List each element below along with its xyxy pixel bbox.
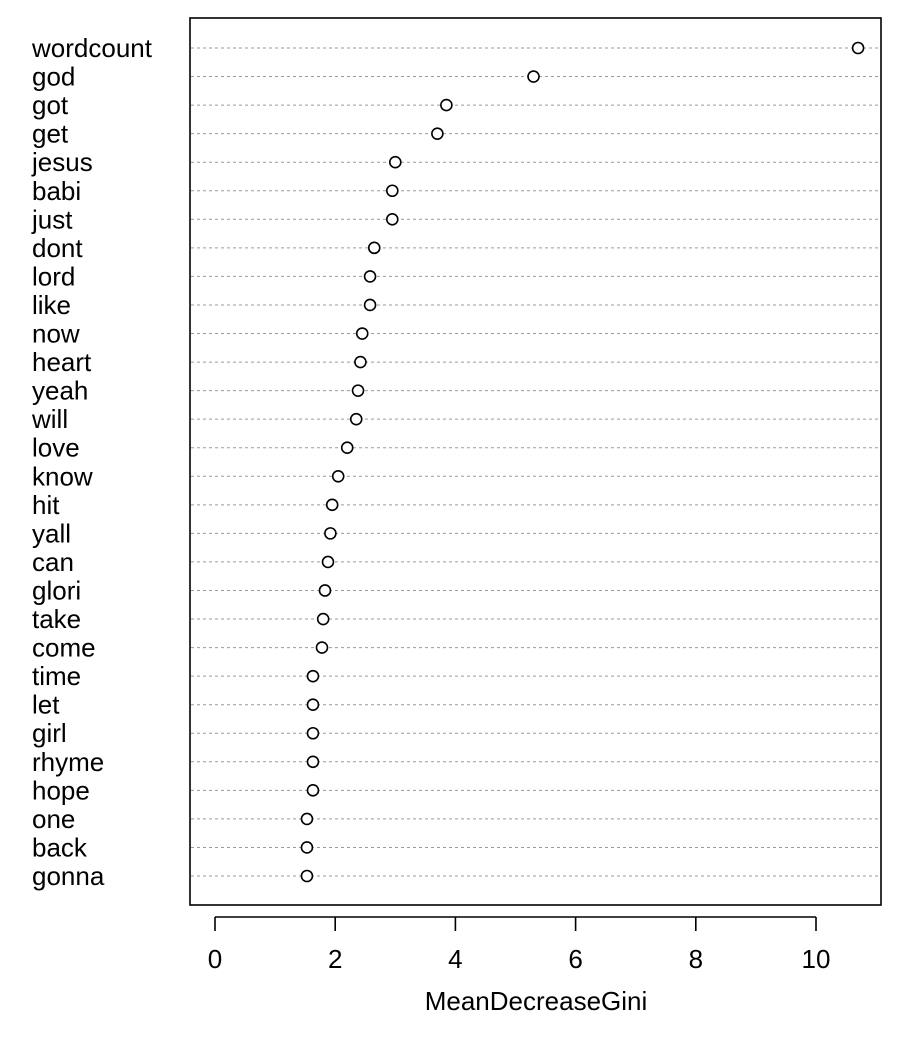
y-label-dont: dont — [32, 233, 83, 263]
plot-frame — [189, 17, 882, 906]
y-label-babi: babi — [32, 176, 81, 206]
data-point-jesus — [388, 155, 402, 169]
data-point-got — [440, 98, 453, 112]
y-label-glori: glori — [32, 575, 81, 605]
data-point-wordcount — [851, 41, 865, 55]
data-point-yeah — [351, 384, 365, 397]
data-point-rhyme — [306, 755, 320, 769]
data-point-let — [306, 698, 320, 711]
y-label-wordcount: wordcount — [31, 33, 153, 63]
data-point-like — [363, 298, 377, 312]
data-point-back — [300, 841, 314, 854]
y-label-jesus: jesus — [31, 147, 93, 177]
y-label-god: god — [32, 62, 75, 92]
data-point-one — [300, 812, 314, 826]
data-point-will — [349, 412, 363, 426]
y-label-can: can — [32, 547, 74, 577]
y-label-take: take — [32, 604, 81, 634]
y-label-got: got — [32, 90, 69, 120]
y-label-yeah: yeah — [32, 376, 88, 406]
data-point-glori — [318, 584, 332, 597]
data-point-girl — [306, 726, 320, 740]
y-label-let: let — [32, 690, 60, 720]
y-label-rhyme: rhyme — [32, 747, 104, 777]
y-label-gonna: gonna — [32, 861, 105, 891]
y-label-like: like — [32, 290, 71, 320]
y-label-just: just — [31, 204, 73, 234]
data-point-yall — [324, 527, 337, 540]
data-point-god — [527, 70, 540, 83]
data-point-hope — [306, 784, 320, 797]
y-label-know: know — [32, 461, 93, 491]
y-label-get: get — [32, 119, 69, 149]
y-label-time: time — [32, 661, 81, 691]
x-tick-label-0: 0 — [208, 944, 222, 974]
x-tick-label-2: 2 — [328, 944, 342, 974]
data-point-lord — [363, 270, 377, 283]
grid-lines — [191, 47, 880, 877]
x-axis: 0 2 4 6 8 10 — [208, 916, 831, 974]
y-label-hope: hope — [32, 775, 90, 805]
x-tick-label-6: 6 — [568, 944, 582, 974]
y-label-girl: girl — [32, 718, 67, 748]
data-point-time — [306, 669, 320, 683]
y-label-now: now — [32, 319, 80, 349]
y-label-love: love — [32, 433, 80, 463]
x-axis-title: MeanDecreaseGini — [425, 986, 648, 1016]
data-point-can — [321, 555, 335, 569]
data-point-get — [431, 127, 444, 140]
data-point-dont — [367, 241, 381, 255]
y-axis-labels: wordcountgodgotgetjesusbabijustdontlordl… — [31, 33, 153, 891]
y-label-will: will — [31, 404, 68, 434]
y-label-one: one — [32, 804, 75, 834]
data-point-come — [315, 641, 329, 654]
data-point-babi — [385, 184, 399, 198]
y-label-heart: heart — [32, 347, 92, 377]
y-label-come: come — [32, 633, 96, 663]
data-point-gonna — [300, 869, 314, 883]
data-point-know — [331, 469, 345, 483]
y-label-hit: hit — [32, 490, 60, 520]
y-label-back: back — [32, 832, 88, 862]
data-points — [300, 41, 865, 883]
x-ticks: 0 2 4 6 8 10 — [208, 917, 831, 974]
data-point-heart — [354, 355, 367, 369]
data-point-just — [385, 213, 399, 226]
data-point-now — [355, 327, 369, 340]
data-point-hit — [325, 498, 339, 512]
y-label-yall: yall — [32, 518, 71, 548]
x-tick-label-8: 8 — [689, 944, 703, 974]
y-label-lord: lord — [32, 261, 75, 291]
data-point-take — [316, 612, 330, 626]
x-tick-label-10: 10 — [802, 944, 831, 974]
x-tick-label-4: 4 — [448, 944, 462, 974]
data-point-love — [340, 441, 354, 455]
